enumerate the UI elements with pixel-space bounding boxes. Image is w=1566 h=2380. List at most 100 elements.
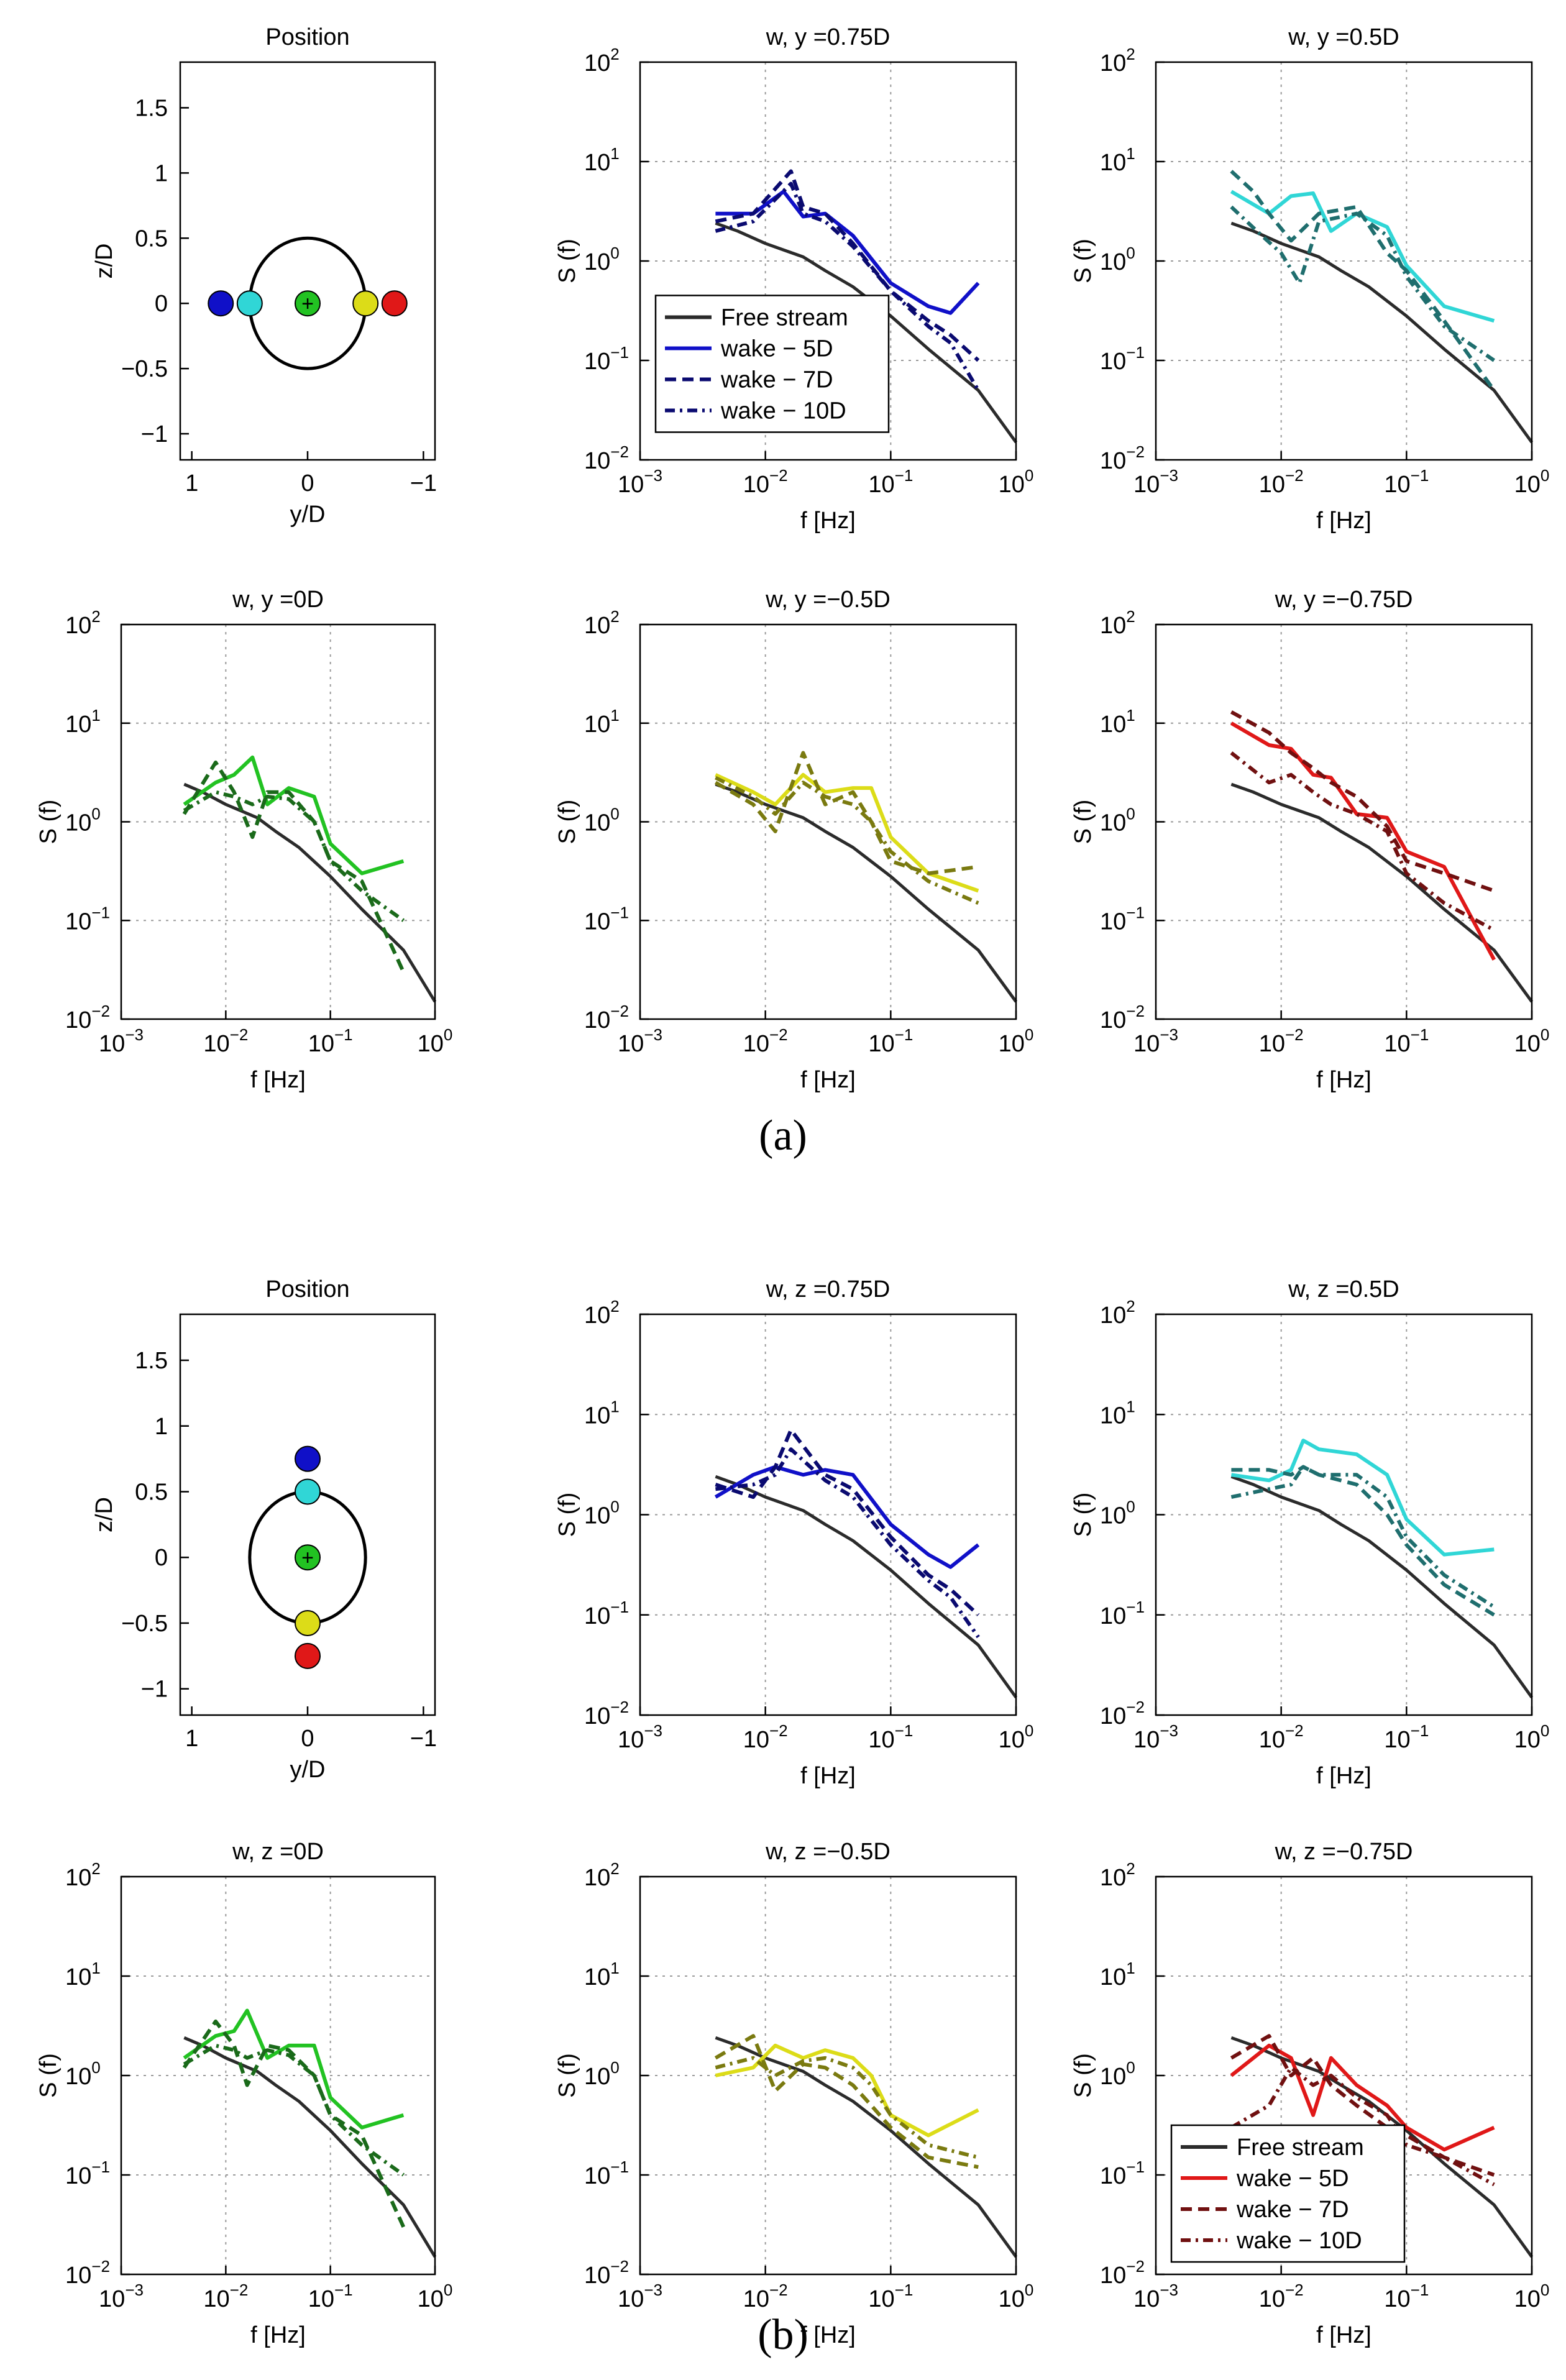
series-line (715, 169, 980, 362)
y-tick-label: 10−1 (1100, 2158, 1145, 2189)
x-axis-label: f [Hz] (250, 1067, 306, 1093)
y-tick-label: 100 (65, 805, 101, 836)
x-tick-label: 10−1 (1384, 1721, 1429, 1753)
series-line (182, 760, 406, 973)
x-tick-label: 10−1 (868, 466, 913, 498)
series-line (715, 221, 1018, 444)
position-panel: 1 0 −1 −1 −0.5 0 0.5 1 1.5 + Position y/D z/D (91, 1276, 437, 1783)
y-axis-label: S (f) (554, 1493, 580, 1537)
series-line (1230, 170, 1496, 391)
position-marker (352, 290, 379, 317)
x-axis-label: f [Hz] (800, 2322, 856, 2348)
series-line (1230, 2036, 1534, 2258)
series-line (1230, 1475, 1534, 1699)
x-tick-label: −1 (410, 1726, 437, 1752)
legend-label: wake − 7D (1236, 2197, 1349, 2223)
series-line (715, 2043, 979, 2138)
y-tick-label: 101 (584, 1959, 620, 1990)
x-axis-label: f [Hz] (250, 2322, 306, 2348)
y-tick-label: 1.5 (135, 95, 168, 121)
x-tick-label: 0 (301, 1726, 314, 1752)
chart-title: w, y =0.75D (766, 24, 891, 50)
y-tick-label: 10−1 (584, 2158, 629, 2189)
y-tick-label: 100 (1100, 805, 1135, 836)
x-tick-label: 10−2 (1259, 2281, 1304, 2312)
series-line (183, 2043, 405, 2177)
series-line (715, 2056, 979, 2159)
axes-frame (179, 61, 436, 461)
y-tick-label: 10−2 (1100, 1002, 1145, 1033)
series-line (715, 776, 979, 905)
y-tick-label: 102 (65, 607, 101, 639)
legend-label: wake − 5D (1236, 2166, 1349, 2192)
x-tick-label: 10−1 (868, 1721, 913, 1753)
series-line (1230, 1465, 1495, 1609)
y-tick-label: 100 (584, 805, 620, 836)
x-tick-label: 1 (185, 1726, 198, 1752)
y-tick-label: 100 (1100, 244, 1135, 275)
chart-title: w, z =0D (232, 1839, 324, 1865)
position-marker (381, 290, 408, 317)
x-tick-label: 100 (999, 2281, 1034, 2312)
position-marker (295, 1478, 321, 1505)
legend-label: Free stream (721, 304, 848, 331)
y-tick-label: 102 (584, 45, 620, 76)
x-tick-label: −1 (410, 470, 437, 497)
series-line (714, 1465, 980, 1569)
x-tick-label: 10−1 (1384, 2281, 1429, 2312)
series-line (715, 2036, 1018, 2258)
chart-title: w, y =0D (232, 587, 324, 613)
x-tick-label: 10−1 (1384, 466, 1429, 498)
y-tick-label: 10−2 (1100, 442, 1145, 474)
y-tick-label: 102 (1100, 607, 1135, 639)
x-tick-label: 10−2 (743, 2281, 788, 2312)
x-tick-label: 100 (999, 466, 1034, 498)
legend-label: wake − 5D (720, 336, 833, 362)
chart-title: w, z =−0.5D (765, 1839, 891, 1865)
series-line (1230, 221, 1534, 444)
series-line (715, 1447, 980, 1639)
x-tick-label: 10−3 (1133, 1721, 1178, 1753)
panel-label-a: (a) (759, 1112, 807, 1160)
y-tick-label: 10−1 (65, 903, 110, 935)
y-axis-label: z/D (91, 1497, 117, 1532)
series-line (183, 2036, 437, 2258)
y-axis-label: S (f) (1070, 239, 1096, 283)
y-tick-label: 10−2 (65, 1002, 110, 1033)
legend-label: wake − 7D (720, 367, 833, 393)
x-tick-label: 100 (1514, 2281, 1550, 2312)
y-tick-label: −0.5 (121, 356, 168, 382)
y-tick-label: 0 (155, 291, 168, 317)
series-line (715, 190, 980, 315)
y-tick-label: 101 (65, 1959, 101, 1990)
series-line (1230, 205, 1495, 362)
x-tick-label: 100 (999, 1025, 1034, 1057)
x-tick-label: 10−2 (1259, 466, 1304, 498)
position-marker (295, 290, 321, 317)
x-tick-label: 10−1 (868, 2281, 913, 2312)
y-tick-label: 0 (155, 1545, 168, 1571)
y-axis-label: S (f) (1070, 800, 1096, 844)
hub-cross-icon: + (301, 292, 314, 316)
y-tick-label: 10−1 (1100, 1598, 1145, 1629)
chart-title: Position (265, 24, 349, 50)
y-axis-label: S (f) (554, 239, 580, 283)
y-tick-label: 10−1 (65, 2158, 110, 2189)
x-tick-label: 100 (418, 2281, 453, 2312)
x-tick-label: 10−2 (1259, 1025, 1304, 1057)
y-tick-label: 10−1 (584, 343, 629, 375)
y-tick-label: 10−2 (65, 2257, 110, 2289)
series-line (1230, 2034, 1495, 2177)
y-tick-label: 0.5 (135, 226, 168, 252)
series-line (1230, 721, 1496, 961)
legend-label: wake − 10D (720, 398, 846, 424)
y-axis-label: S (f) (1070, 2053, 1096, 2098)
y-axis-label: S (f) (1070, 1493, 1096, 1537)
x-tick-label: 10−3 (1133, 2281, 1178, 2312)
y-tick-label: 10−2 (584, 442, 629, 474)
chart-title: w, y =0.5D (1288, 24, 1399, 50)
